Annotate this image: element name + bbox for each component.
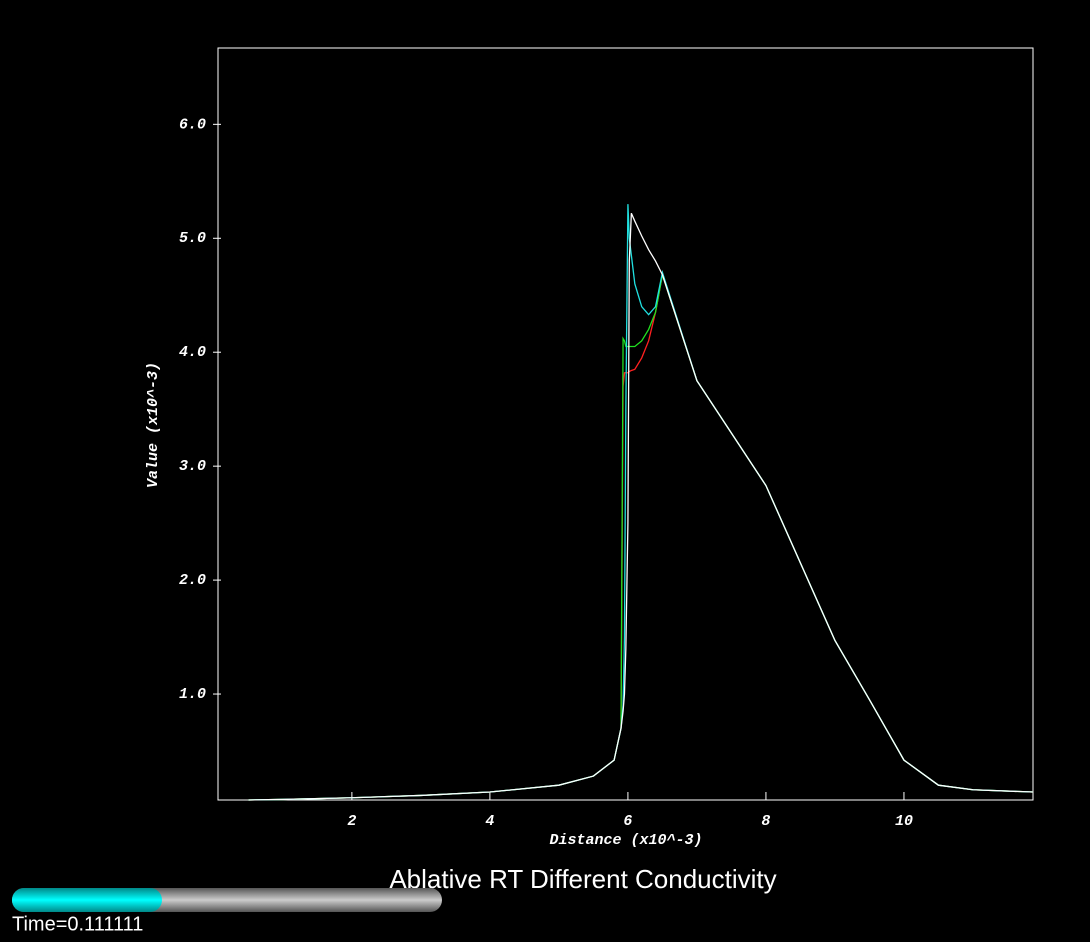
plot-frame: [217, 47, 1034, 801]
y-tick-label: 5.0: [179, 230, 206, 247]
time-slider-progress: [12, 888, 162, 912]
x-tick-label: 8: [761, 813, 770, 830]
y-tick-label: 6.0: [179, 116, 206, 133]
series-line: [248, 212, 1034, 801]
y-axis-label: Value (x10^-3): [145, 362, 162, 488]
chart-title: Ablative RT Different Conductivity: [389, 864, 776, 894]
y-tick-label: 3.0: [179, 458, 206, 475]
y-tick-label: 4.0: [179, 344, 206, 361]
x-axis-label: Distance (x10^-3): [549, 832, 702, 849]
y-tick-label: 1.0: [179, 686, 206, 703]
x-tick-label: 4: [485, 813, 494, 830]
x-tick-label: 6: [623, 813, 632, 830]
x-tick-label: 2: [347, 813, 356, 830]
time-label: Time=0.111111: [12, 913, 143, 935]
x-tick-label: 10: [895, 813, 913, 830]
y-tick-label: 2.0: [179, 572, 206, 589]
